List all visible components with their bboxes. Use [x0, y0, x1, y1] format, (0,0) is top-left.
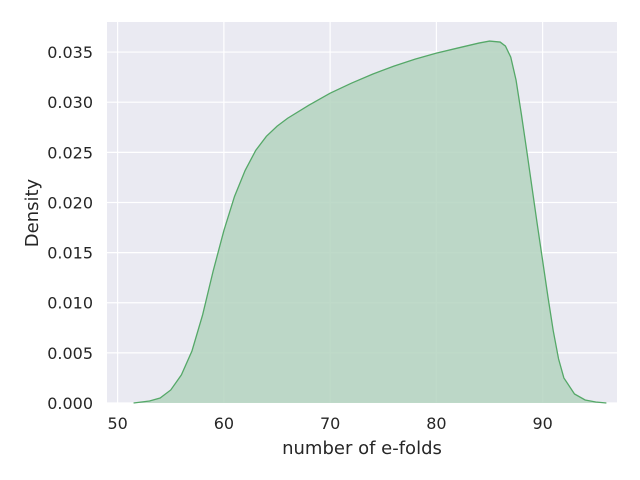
x-axis-ticks: 50 60 70 80 90 [107, 414, 552, 433]
density-series [133, 40, 607, 404]
y-axis-ticks: 0.000 0.005 0.010 0.015 0.020 0.025 0.030 0.035 [47, 43, 93, 413]
y-tick-label: 0.035 [47, 43, 93, 62]
x-tick-label: 90 [532, 414, 552, 433]
x-tick-label: 50 [107, 414, 127, 433]
x-axis-label: number of e-folds [282, 438, 442, 459]
y-tick-label: 0.000 [47, 394, 93, 413]
y-tick-label: 0.030 [47, 93, 93, 112]
y-axis-label: Density [22, 178, 43, 247]
density-area [133, 41, 607, 404]
x-tick-label: 70 [320, 414, 340, 433]
x-tick-label: 80 [426, 414, 446, 433]
x-tick-label: 60 [214, 414, 234, 433]
y-tick-label: 0.020 [47, 193, 93, 212]
y-tick-label: 0.010 [47, 294, 93, 313]
y-tick-label: 0.025 [47, 143, 93, 162]
y-tick-label: 0.015 [47, 244, 93, 263]
y-tick-label: 0.005 [47, 344, 93, 363]
density-line [133, 40, 607, 404]
